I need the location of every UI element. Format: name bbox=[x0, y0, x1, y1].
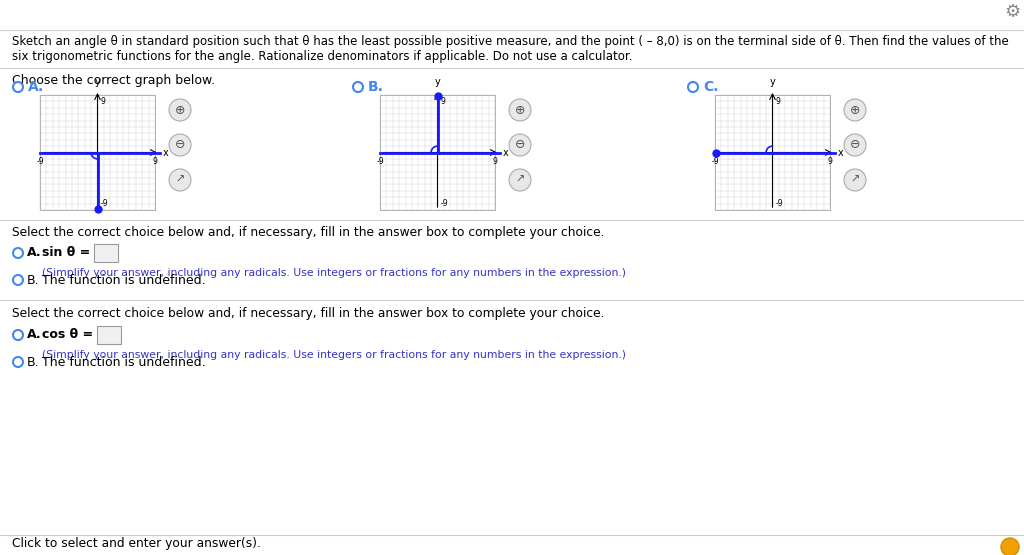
Text: -9: -9 bbox=[100, 199, 109, 208]
Text: ⊖: ⊖ bbox=[175, 139, 185, 152]
Text: B.: B. bbox=[27, 274, 40, 286]
Text: A.: A. bbox=[27, 246, 42, 260]
Circle shape bbox=[353, 82, 362, 92]
Text: ⊕: ⊕ bbox=[175, 103, 185, 117]
Circle shape bbox=[13, 82, 23, 92]
Text: x: x bbox=[838, 148, 844, 158]
Circle shape bbox=[169, 169, 191, 191]
Bar bbox=[380, 95, 495, 210]
Text: 9: 9 bbox=[775, 97, 780, 106]
Circle shape bbox=[688, 82, 698, 92]
Text: sin θ =: sin θ = bbox=[42, 246, 90, 260]
Text: Click to select and enter your answer(s).: Click to select and enter your answer(s)… bbox=[12, 537, 261, 549]
Text: -9: -9 bbox=[775, 199, 783, 208]
Text: ↗: ↗ bbox=[850, 175, 860, 185]
Text: -9: -9 bbox=[376, 158, 384, 166]
Text: B.: B. bbox=[27, 356, 40, 369]
Text: (Simplify your answer, including any radicals. Use integers or fractions for any: (Simplify your answer, including any rad… bbox=[42, 268, 626, 278]
Text: ⊖: ⊖ bbox=[850, 139, 860, 152]
Text: ↗: ↗ bbox=[515, 175, 524, 185]
Circle shape bbox=[844, 169, 866, 191]
Text: Select the correct choice below and, if necessary, fill in the answer box to com: Select the correct choice below and, if … bbox=[12, 226, 604, 239]
Text: -9: -9 bbox=[712, 158, 719, 166]
Text: (Simplify your answer, including any radicals. Use integers or fractions for any: (Simplify your answer, including any rad… bbox=[42, 350, 626, 360]
Circle shape bbox=[844, 134, 866, 156]
Circle shape bbox=[169, 99, 191, 121]
Text: six trigonometric functions for the angle. Rationalize denominators if applicabl: six trigonometric functions for the angl… bbox=[12, 50, 633, 63]
FancyBboxPatch shape bbox=[94, 244, 118, 262]
Text: The function is undefined.: The function is undefined. bbox=[42, 274, 206, 286]
Text: -9: -9 bbox=[440, 199, 449, 208]
Text: y: y bbox=[434, 77, 440, 87]
Circle shape bbox=[509, 99, 531, 121]
Text: Select the correct choice below and, if necessary, fill in the answer box to com: Select the correct choice below and, if … bbox=[12, 307, 604, 320]
Bar bbox=[40, 95, 155, 210]
Text: ⊕: ⊕ bbox=[850, 103, 860, 117]
Text: A.: A. bbox=[28, 80, 44, 94]
Circle shape bbox=[509, 169, 531, 191]
Text: ↗: ↗ bbox=[175, 175, 184, 185]
Text: y: y bbox=[770, 77, 775, 87]
FancyBboxPatch shape bbox=[97, 326, 121, 344]
Circle shape bbox=[169, 134, 191, 156]
Bar bbox=[715, 95, 830, 210]
Text: x: x bbox=[503, 148, 509, 158]
Text: y: y bbox=[94, 77, 100, 87]
Text: ⊖: ⊖ bbox=[515, 139, 525, 152]
Text: 9: 9 bbox=[493, 158, 498, 166]
Circle shape bbox=[13, 275, 23, 285]
Text: The function is undefined.: The function is undefined. bbox=[42, 356, 206, 369]
Text: 9: 9 bbox=[827, 158, 833, 166]
Text: ⊕: ⊕ bbox=[515, 103, 525, 117]
Text: 9: 9 bbox=[440, 97, 445, 106]
Text: x: x bbox=[163, 148, 169, 158]
Circle shape bbox=[844, 99, 866, 121]
Text: 9: 9 bbox=[153, 158, 158, 166]
Text: -9: -9 bbox=[36, 158, 44, 166]
Circle shape bbox=[13, 248, 23, 258]
Circle shape bbox=[1001, 538, 1019, 555]
Text: A.: A. bbox=[27, 329, 42, 341]
Text: cos θ =: cos θ = bbox=[42, 329, 93, 341]
Text: ⚙: ⚙ bbox=[1004, 3, 1020, 21]
Text: B.: B. bbox=[368, 80, 384, 94]
Text: 9: 9 bbox=[100, 97, 105, 106]
Text: Sketch an angle θ in standard position such that θ has the least possible positi: Sketch an angle θ in standard position s… bbox=[12, 35, 1009, 48]
Circle shape bbox=[509, 134, 531, 156]
Circle shape bbox=[13, 330, 23, 340]
Text: Choose the correct graph below.: Choose the correct graph below. bbox=[12, 74, 215, 87]
Circle shape bbox=[13, 357, 23, 367]
Text: C.: C. bbox=[703, 80, 719, 94]
